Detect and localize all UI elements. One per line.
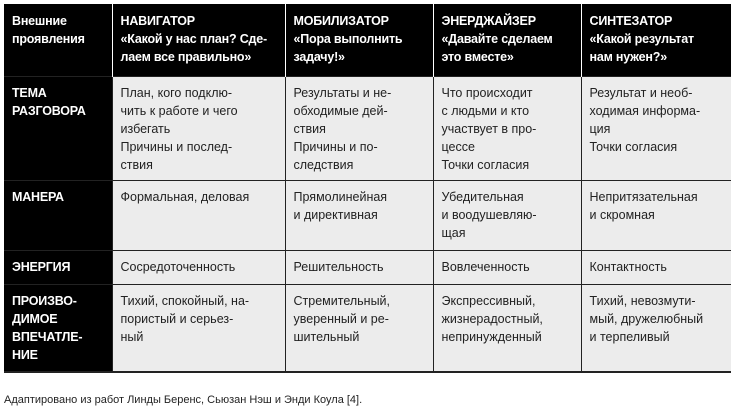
table-cell: Результаты и не- обходимые дей- ствия Пр…: [284, 76, 433, 181]
header-energizer: ЭНЕРДЖАЙЗЕР «Давайте сделаем это вместе»: [432, 4, 581, 77]
table-cell: Контактность: [580, 250, 731, 285]
table-cell: Убедительная и воодушевляю- щая: [432, 180, 581, 251]
header-mobilizer: МОБИЛИЗАТОР «Пора выполнить задачу!»: [284, 4, 433, 77]
table-row: МАНЕРА Формальная, деловая Прямолинейная…: [4, 180, 731, 251]
styles-table: Внешние проявления НАВИГАТОР «Какой у на…: [4, 4, 731, 373]
table-row: ТЕМА РАЗГОВОРА План, кого подклю- чить к…: [4, 76, 731, 181]
header-synthesizer: СИНТЕЗАТОР «Какой результат нам нужен?»: [580, 4, 731, 77]
header-row: Внешние проявления НАВИГАТОР «Какой у на…: [4, 4, 731, 77]
table-cell: Прямолинейная и директивная: [284, 180, 433, 251]
table-cell: Тихий, спокойный, на- пористый и серьез-…: [111, 284, 285, 372]
header-external-manifestations: Внешние проявления: [4, 4, 112, 77]
row-label: ЭНЕРГИЯ: [4, 250, 112, 285]
row-label: ТЕМА РАЗГОВОРА: [4, 76, 112, 181]
row-label: ПРОИЗВО- ДИМОЕ ВПЕЧАТЛЕ- НИЕ: [4, 284, 112, 372]
row-label: МАНЕРА: [4, 180, 112, 251]
table-cell: Что происходит с людьми и кто участвует …: [432, 76, 581, 181]
header-navigator: НАВИГАТОР «Какой у нас план? Сде- лаем в…: [111, 4, 285, 77]
table-cell: Сосредоточенность: [111, 250, 285, 285]
table-row: ЭНЕРГИЯ Сосредоточенность Решительность …: [4, 250, 731, 285]
table-cell: Стремительный, уверенный и ре- шительный: [284, 284, 433, 372]
table-cell: Решительность: [284, 250, 433, 285]
table-cell: Непритязательная и скромная: [580, 180, 731, 251]
table-cell: План, кого подклю- чить к работе и чего …: [111, 76, 285, 181]
table-row: ПРОИЗВО- ДИМОЕ ВПЕЧАТЛЕ- НИЕ Тихий, спок…: [4, 284, 731, 372]
source-caption: Адаптировано из работ Линды Беренс, Сьюз…: [4, 394, 363, 406]
table-cell: Формальная, деловая: [111, 180, 285, 251]
table-cell: Экспрессивный, жизнерадостный, непринужд…: [432, 284, 581, 372]
table-cell: Тихий, невозмути- мый, дружелюбный и тер…: [580, 284, 731, 372]
table-cell: Вовлеченность: [432, 250, 581, 285]
table-cell: Результат и необ- ходимая информа- ция Т…: [580, 76, 731, 181]
